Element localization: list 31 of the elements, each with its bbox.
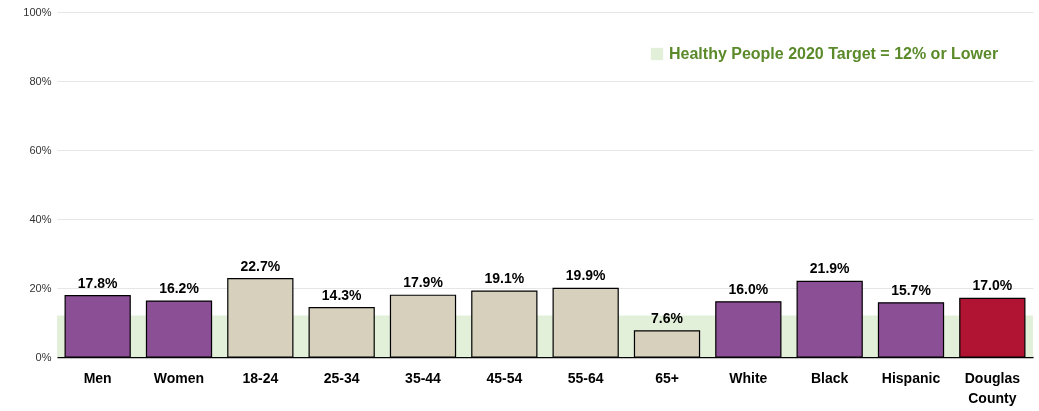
data-label: 21.9% (809, 260, 851, 277)
y-tick-label: 40% (29, 212, 52, 225)
data-label: 17.9% (403, 274, 444, 291)
x-tick-label: 18-24 (242, 369, 279, 386)
x-tick-label: 35-44 (405, 369, 442, 386)
data-label: 16.0% (728, 280, 769, 297)
y-tick-label: 80% (29, 74, 52, 87)
data-label: 7.6% (651, 309, 684, 326)
x-tick-label: 55-64 (567, 369, 604, 386)
x-tick-label: 45-54 (486, 369, 523, 386)
data-label: 14.3% (321, 286, 363, 303)
x-tick-label: Hispanic (881, 369, 941, 386)
y-tick-label: 0% (35, 350, 52, 363)
x-tick-label: Women (153, 369, 205, 386)
legend-label: Healthy People 2020 Target = 12% or Lower (669, 45, 999, 62)
x-tick-label: Black (810, 369, 849, 386)
data-label: 19.9% (565, 267, 607, 284)
data-label: 15.7% (891, 281, 932, 298)
data-label: 17.8% (77, 274, 119, 291)
x-tick-label: Men (83, 369, 112, 386)
y-tick-label: 100% (23, 5, 52, 18)
x-tick-label: 65+ (655, 369, 679, 386)
data-label: 19.1% (484, 270, 525, 287)
data-label: 17.0% (972, 277, 1013, 294)
x-tick-label: White (729, 369, 768, 386)
y-tick-label: 20% (29, 281, 52, 294)
y-tick-label: 60% (29, 143, 52, 156)
data-label: 22.7% (240, 257, 281, 274)
x-tick-label: 25-34 (323, 369, 360, 386)
x-tick-label: Douglas County (964, 369, 1021, 406)
data-label: 16.2% (159, 280, 200, 297)
